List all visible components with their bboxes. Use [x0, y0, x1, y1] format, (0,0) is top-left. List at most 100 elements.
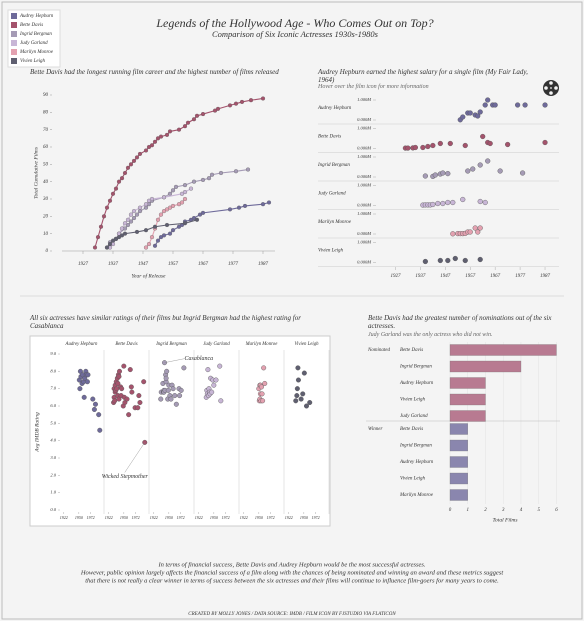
- data-point: [200, 177, 206, 182]
- legend-box: [7, 9, 61, 68]
- data-point: [176, 224, 182, 229]
- reel-hole: [549, 81, 553, 85]
- rating-point: [173, 401, 179, 407]
- salary-point: [450, 199, 456, 206]
- data-point: [164, 222, 170, 228]
- bar: [449, 410, 486, 422]
- rating-point: [158, 396, 164, 402]
- salary-point: [440, 200, 446, 207]
- rating-point: [136, 393, 142, 399]
- data-point: [122, 231, 128, 236]
- x-tick-label: 1957: [465, 274, 476, 279]
- rating-point: [259, 384, 265, 390]
- x-tick-label: 1950: [165, 515, 173, 520]
- y-tick-label: 20: [43, 214, 49, 219]
- y-tick-label: 80: [43, 110, 49, 115]
- data-point: [134, 229, 140, 234]
- rating-point: [84, 379, 90, 385]
- y-tick-label: 1.000M: [357, 211, 371, 216]
- chart-subtitle: Judy Garland was the only actress who di…: [368, 332, 493, 338]
- x-tick-label: 1972: [267, 515, 275, 520]
- data-point: [182, 183, 188, 188]
- bar: [449, 439, 468, 452]
- data-point: [182, 196, 188, 202]
- series-line: [106, 168, 249, 248]
- bar: [449, 472, 468, 485]
- bar: [449, 360, 522, 373]
- x-tick-label: 2: [484, 508, 487, 513]
- y-tick-label: 7.0: [50, 386, 56, 391]
- salary-point: [475, 229, 481, 235]
- data-point: [149, 143, 155, 148]
- category-label: Bette Davis: [400, 427, 423, 432]
- data-point: [146, 198, 152, 203]
- y-tick-label: 50: [43, 162, 49, 167]
- data-point: [152, 139, 158, 144]
- x-tick-label: 6: [555, 508, 558, 513]
- data-point: [260, 202, 266, 207]
- rating-point: [128, 384, 134, 390]
- rating-point: [126, 412, 132, 418]
- page-title: Legends of the Hollywood Age - Who Comes…: [155, 16, 433, 30]
- data-point: [122, 170, 128, 176]
- data-point: [143, 205, 149, 210]
- salary-point: [445, 171, 451, 177]
- data-point: [110, 191, 116, 196]
- rating-point: [135, 405, 141, 411]
- film-icon[interactable]: [543, 80, 559, 96]
- rating-point: [163, 375, 169, 381]
- x-tick-label: 1922: [285, 515, 293, 520]
- data-point: [107, 242, 113, 247]
- category-label: Bette Davis: [400, 348, 423, 353]
- data-point: [125, 165, 131, 170]
- data-point: [155, 217, 161, 222]
- x-tick-label: 1972: [87, 515, 95, 520]
- rating-point: [112, 398, 118, 404]
- legend-swatch: [11, 31, 17, 37]
- x-tick-label: 1967: [198, 262, 209, 267]
- data-point: [158, 235, 164, 240]
- panel-box: [29, 335, 331, 527]
- data-point: [227, 103, 233, 108]
- rating-point: [300, 391, 306, 397]
- data-point: [191, 216, 197, 221]
- salary-point: [477, 256, 483, 263]
- legend-label: Ingrid Bergman: [19, 32, 52, 37]
- y-tick-label: 90: [43, 93, 49, 98]
- rating-point: [77, 386, 83, 392]
- y-tick-label: 0: [46, 249, 49, 254]
- data-point: [179, 200, 185, 205]
- data-point: [158, 212, 164, 217]
- annotation-leader: [124, 442, 145, 473]
- data-point: [209, 172, 215, 177]
- group-label: Nominated: [367, 348, 390, 353]
- salary-point: [515, 102, 521, 108]
- y-tick-label: 40: [43, 180, 49, 185]
- category-label: Ingrid Bergman: [399, 444, 432, 449]
- salary-point: [542, 102, 548, 108]
- rating-point: [294, 393, 300, 399]
- page-subtitle: Comparison of Six Iconic Actresses 1930s…: [212, 29, 379, 39]
- panel-label: Marilyn Monroe: [245, 342, 279, 347]
- y-tick-label: 60: [43, 145, 49, 150]
- data-point: [125, 217, 131, 222]
- chart-title: Audrey Hepburn earned the highest salary…: [318, 68, 528, 85]
- salary-point: [522, 102, 528, 108]
- y-tick-label: 1.0: [50, 490, 56, 495]
- row-label: Ingrid Bergman: [317, 163, 350, 168]
- legend-label: Bette Davis: [20, 23, 43, 28]
- rating-point: [168, 396, 174, 402]
- reel-hole: [544, 86, 548, 90]
- data-point: [194, 113, 200, 118]
- rating-point: [92, 401, 98, 407]
- footer-line: that there is not really a clear winner …: [85, 577, 499, 584]
- chart-title: Bette Davis had the greatest number of n…: [368, 314, 552, 331]
- x-tick-label: 3: [502, 508, 505, 513]
- data-point: [233, 169, 239, 174]
- data-point: [200, 210, 206, 215]
- data-point: [119, 176, 125, 181]
- data-point: [104, 205, 110, 210]
- data-point: [116, 235, 122, 240]
- rating-point: [164, 368, 170, 374]
- salary-point: [405, 145, 411, 151]
